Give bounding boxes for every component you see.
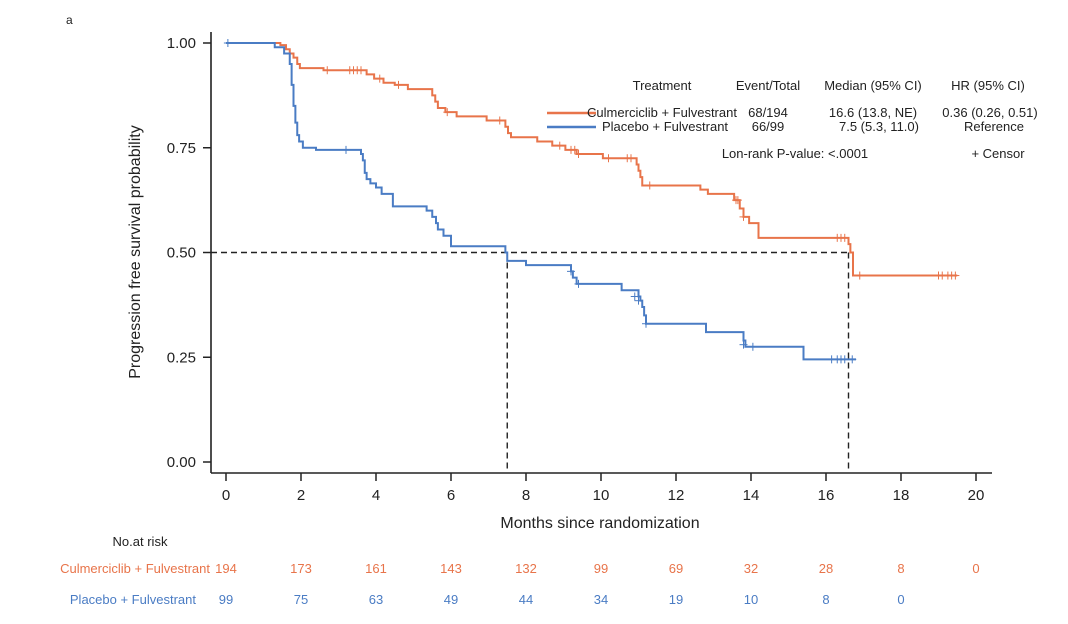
- censor-mark: [855, 271, 864, 280]
- censor-mark: [848, 355, 857, 364]
- risk-value: 0: [897, 592, 904, 607]
- censor-mark: [567, 267, 575, 276]
- censor-mark: [570, 145, 579, 154]
- y-tick-label: 0.25: [167, 349, 196, 366]
- y-axis-title: Progression free survival probability: [127, 125, 144, 378]
- legend-header-median: Median (95% CI): [824, 78, 922, 93]
- censor-mark: [223, 39, 232, 47]
- x-tick-label: 10: [593, 487, 610, 504]
- risk-value: 143: [440, 561, 462, 576]
- censor-mark: [342, 145, 350, 154]
- censor-mark: [840, 233, 849, 242]
- legend-row-1-hr: Reference: [964, 119, 1024, 134]
- legend-header-treatment: Treatment: [633, 78, 692, 93]
- legend-header-events: Event/Total: [736, 78, 800, 93]
- risk-value: 132: [515, 561, 537, 576]
- x-tick-label: 8: [522, 487, 530, 504]
- y-tick-label: 0.50: [167, 245, 196, 262]
- censor-mark: [630, 292, 639, 301]
- risk-value: 49: [444, 592, 458, 607]
- legend-row-1-treatment: Placebo + Fulvestrant: [602, 119, 728, 134]
- risk-value: 10: [744, 592, 758, 607]
- censor-mark: [642, 319, 650, 328]
- censor-mark: [627, 154, 635, 163]
- y-tick-label: 0.00: [167, 454, 196, 471]
- censor-mark: [375, 74, 384, 83]
- km-curve-treatment: [226, 42, 958, 277]
- risk-values: 194 173 161 143 132 99 69 32 28 8 0 99 75 63 49 44 34 19 1…: [215, 561, 979, 607]
- x-tick-label: 0: [222, 487, 230, 504]
- censor-mark: [495, 116, 504, 125]
- risk-value: 75: [294, 592, 308, 607]
- censor-mark: [357, 66, 365, 75]
- censor-mark: [574, 279, 583, 288]
- censor-mark: [951, 271, 960, 280]
- legend-row-0-treatment: Culmerciclib + Fulvestrant: [587, 105, 737, 120]
- censor-mark: [840, 355, 849, 364]
- risk-value: 194: [215, 561, 237, 576]
- censor-mark: [733, 196, 742, 205]
- survival-curves: [226, 42, 958, 361]
- legend-row-1-events: 66/99: [752, 119, 785, 134]
- risk-table-title: No.at risk: [113, 534, 168, 549]
- risk-value: 63: [369, 592, 383, 607]
- legend-row-0-median: 16.6 (13.8, NE): [829, 105, 917, 120]
- x-tick-label: 12: [668, 487, 685, 504]
- risk-row-label-placebo: Placebo + Fulvestrant: [70, 592, 196, 607]
- panel-label: a: [66, 13, 73, 27]
- axes: 0.00 0.25 0.50 0.75 1.00 0 2 4 6 8 10 12 14 16 18 20: [167, 32, 992, 504]
- censor-mark: [748, 342, 757, 351]
- risk-value: 69: [669, 561, 683, 576]
- km-curve-placebo: [226, 42, 856, 361]
- x-tick-label: 2: [297, 487, 305, 504]
- y-tick-label: 0.75: [167, 140, 196, 157]
- legend-row-1-median: 7.5 (5.3, 11.0): [839, 119, 919, 134]
- y-tick-label: 1.00: [167, 35, 196, 52]
- censor-mark: [574, 150, 583, 159]
- x-tick-label: 6: [447, 487, 455, 504]
- censor-mark: [555, 141, 564, 150]
- censor-mark: [739, 212, 748, 221]
- x-tick-label: 18: [893, 487, 910, 504]
- censor-mark: [443, 108, 452, 117]
- censor-note: + Censor: [971, 146, 1025, 161]
- x-tick-label: 20: [968, 487, 985, 504]
- risk-value: 8: [897, 561, 904, 576]
- y-ticks: 0.00 0.25 0.50 0.75 1.00: [167, 35, 211, 471]
- legend-row-0-events: 68/194: [748, 105, 788, 120]
- risk-value: 161: [365, 561, 387, 576]
- x-tick-label: 16: [818, 487, 835, 504]
- censor-mark: [323, 66, 332, 75]
- risk-value: 8: [822, 592, 829, 607]
- risk-value: 32: [744, 561, 758, 576]
- risk-value: 99: [219, 592, 233, 607]
- x-tick-label: 14: [743, 487, 760, 504]
- risk-table: No.at risk Culmerciclib + Fulvestrant Pl…: [60, 534, 980, 607]
- censor-mark: [634, 296, 643, 305]
- censor-mark: [645, 181, 654, 190]
- risk-value: 28: [819, 561, 833, 576]
- censor-mark: [739, 340, 748, 349]
- x-tick-label: 4: [372, 487, 380, 504]
- risk-value: 0: [972, 561, 979, 576]
- censor-marks: [223, 39, 960, 364]
- risk-value: 34: [594, 592, 608, 607]
- risk-row-label-treatment: Culmerciclib + Fulvestrant: [60, 561, 210, 576]
- legend: Treatment Event/Total Median (95% CI) HR…: [547, 78, 1038, 161]
- censor-mark: [604, 154, 613, 163]
- x-axis-title: Months since randomization: [500, 515, 699, 532]
- risk-value: 44: [519, 592, 533, 607]
- risk-value: 99: [594, 561, 608, 576]
- median-reference-lines: [211, 251, 850, 473]
- legend-header-hr: HR (95% CI): [951, 78, 1025, 93]
- censor-mark: [394, 80, 403, 89]
- legend-row-0-hr: 0.36 (0.26, 0.51): [942, 105, 1037, 120]
- x-ticks: 0 2 4 6 8 10 12 14 16 18 20: [222, 473, 985, 504]
- risk-value: 173: [290, 561, 312, 576]
- logrank-pvalue: Lon-rank P-value: <.0001: [722, 146, 868, 161]
- risk-value: 19: [669, 592, 683, 607]
